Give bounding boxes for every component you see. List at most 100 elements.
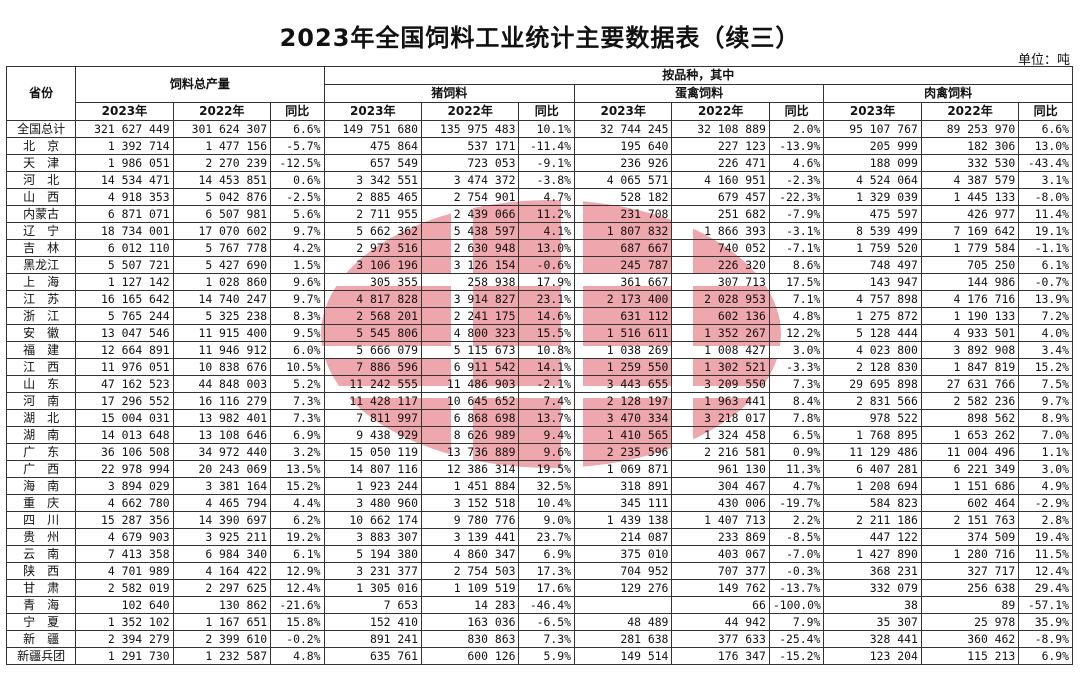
value-cell: 226 320 bbox=[671, 256, 770, 274]
value-cell: -13.7% bbox=[768, 579, 825, 597]
value-cell: 377 633 bbox=[671, 630, 770, 648]
province-cell: 北 京 bbox=[5, 137, 77, 155]
value-cell: 11 976 051 bbox=[75, 358, 174, 376]
province-cell: 天 津 bbox=[5, 154, 77, 172]
province-cell: 贵 州 bbox=[5, 528, 77, 546]
value-cell: 687 667 bbox=[573, 239, 673, 257]
value-cell: 327 717 bbox=[920, 562, 1020, 580]
province-cell: 宁 夏 bbox=[5, 613, 77, 631]
value-cell: 6 221 349 bbox=[920, 460, 1020, 478]
value-cell: 8 626 989 bbox=[420, 426, 520, 444]
value-cell: 32.5% bbox=[518, 477, 575, 495]
value-cell: -2.1% bbox=[518, 375, 575, 393]
value-cell: 830 863 bbox=[420, 630, 520, 648]
value-cell: 332 079 bbox=[823, 579, 922, 597]
value-cell: 4 164 422 bbox=[172, 562, 272, 580]
value-cell: 3.1% bbox=[1018, 171, 1073, 189]
value-cell: 635 761 bbox=[323, 647, 422, 665]
province-cell: 陕 西 bbox=[5, 562, 77, 580]
value-cell: 3 231 377 bbox=[323, 562, 422, 580]
value-cell: 5 427 690 bbox=[172, 256, 272, 274]
value-cell: 1 923 244 bbox=[323, 477, 422, 495]
value-cell: 2 568 201 bbox=[323, 307, 422, 325]
value-cell: 3.4% bbox=[1018, 341, 1073, 359]
value-cell: 4.0% bbox=[1018, 324, 1073, 342]
value-cell: 3.0% bbox=[1018, 460, 1073, 478]
value-cell: 307 713 bbox=[671, 273, 770, 291]
value-cell: -7.1% bbox=[768, 239, 825, 257]
value-cell: 4.9% bbox=[1018, 477, 1073, 495]
header-total: 饲料总产量 bbox=[75, 66, 325, 103]
value-cell: 13.0% bbox=[518, 239, 575, 257]
header-2023: 2023年 bbox=[323, 102, 422, 121]
value-cell: 584 823 bbox=[823, 494, 922, 512]
value-cell: 1 439 138 bbox=[573, 511, 673, 529]
value-cell: 8.4% bbox=[768, 392, 825, 410]
value-cell: 5 128 444 bbox=[823, 324, 922, 342]
province-cell: 黑龙江 bbox=[5, 256, 77, 274]
value-cell: 4 933 501 bbox=[920, 324, 1020, 342]
value-cell: 7.2% bbox=[1018, 307, 1073, 325]
value-cell: 1 427 890 bbox=[823, 545, 922, 563]
value-cell: 3 892 908 bbox=[920, 341, 1020, 359]
value-cell: 11.3% bbox=[768, 460, 825, 478]
value-cell: 15.2% bbox=[1018, 358, 1073, 376]
table-body: 全国总计 321 627 449 301 624 307 6.6% 149 751 68… bbox=[5, 120, 1073, 665]
value-cell: 7.3% bbox=[768, 375, 825, 393]
value-cell: 123 204 bbox=[823, 647, 922, 665]
value-cell: 44 848 003 bbox=[172, 375, 272, 393]
value-cell: 14 740 247 bbox=[172, 290, 272, 308]
header-yoy: 同比 bbox=[1018, 102, 1073, 121]
value-cell: 3 925 211 bbox=[172, 528, 272, 546]
value-cell: -0.2% bbox=[270, 630, 325, 648]
header-2022: 2022年 bbox=[420, 102, 520, 121]
value-cell: 1 167 651 bbox=[172, 613, 272, 631]
value-cell: 7.1% bbox=[768, 290, 825, 308]
province-cell: 吉 林 bbox=[5, 239, 77, 257]
table-row: 全国总计 321 627 449 301 624 307 6.6% 149 751 68… bbox=[5, 120, 1073, 138]
value-cell: 16 165 642 bbox=[75, 290, 174, 308]
value-cell: 15.8% bbox=[270, 613, 325, 631]
value-cell: 3 209 550 bbox=[671, 375, 770, 393]
value-cell: 5 666 079 bbox=[323, 341, 422, 359]
value-cell: 1 275 872 bbox=[823, 307, 922, 325]
value-cell: 17.5% bbox=[768, 273, 825, 291]
value-cell: 13.0% bbox=[1018, 137, 1073, 155]
header-by-variety: 按品种，其中 bbox=[323, 66, 1074, 85]
value-cell: 17.9% bbox=[518, 273, 575, 291]
header-2022: 2022年 bbox=[671, 102, 770, 121]
value-cell: 360 462 bbox=[920, 630, 1020, 648]
value-cell: 528 182 bbox=[573, 188, 673, 206]
value-cell: 7.3% bbox=[518, 630, 575, 648]
value-cell: 6.6% bbox=[1018, 120, 1073, 138]
value-cell: 2.8% bbox=[1018, 511, 1073, 529]
header-yoy: 同比 bbox=[768, 102, 825, 121]
value-cell: 4 679 903 bbox=[75, 528, 174, 546]
value-cell: 1 109 519 bbox=[420, 579, 520, 597]
value-cell: 5 662 362 bbox=[323, 222, 422, 240]
province-cell: 甘 肃 bbox=[5, 579, 77, 597]
value-cell: 4 065 571 bbox=[573, 171, 673, 189]
value-cell: 1 779 584 bbox=[920, 239, 1020, 257]
value-cell: 12.9% bbox=[270, 562, 325, 580]
header-yoy: 同比 bbox=[518, 102, 575, 121]
value-cell: 23.7% bbox=[518, 528, 575, 546]
value-cell: 345 111 bbox=[573, 494, 673, 512]
value-cell: 0.9% bbox=[768, 443, 825, 461]
value-cell: 35 307 bbox=[823, 613, 922, 631]
value-cell: 14.6% bbox=[518, 307, 575, 325]
province-cell: 内蒙古 bbox=[5, 205, 77, 223]
value-cell: 3 443 655 bbox=[573, 375, 673, 393]
province-cell: 山 西 bbox=[5, 188, 77, 206]
value-cell: 4 918 353 bbox=[75, 188, 174, 206]
value-cell: 5.9% bbox=[518, 647, 575, 665]
value-cell: 9 780 776 bbox=[420, 511, 520, 529]
value-cell: 19.1% bbox=[1018, 222, 1073, 240]
value-cell: 10 662 174 bbox=[323, 511, 422, 529]
value-cell: 723 053 bbox=[420, 154, 520, 172]
